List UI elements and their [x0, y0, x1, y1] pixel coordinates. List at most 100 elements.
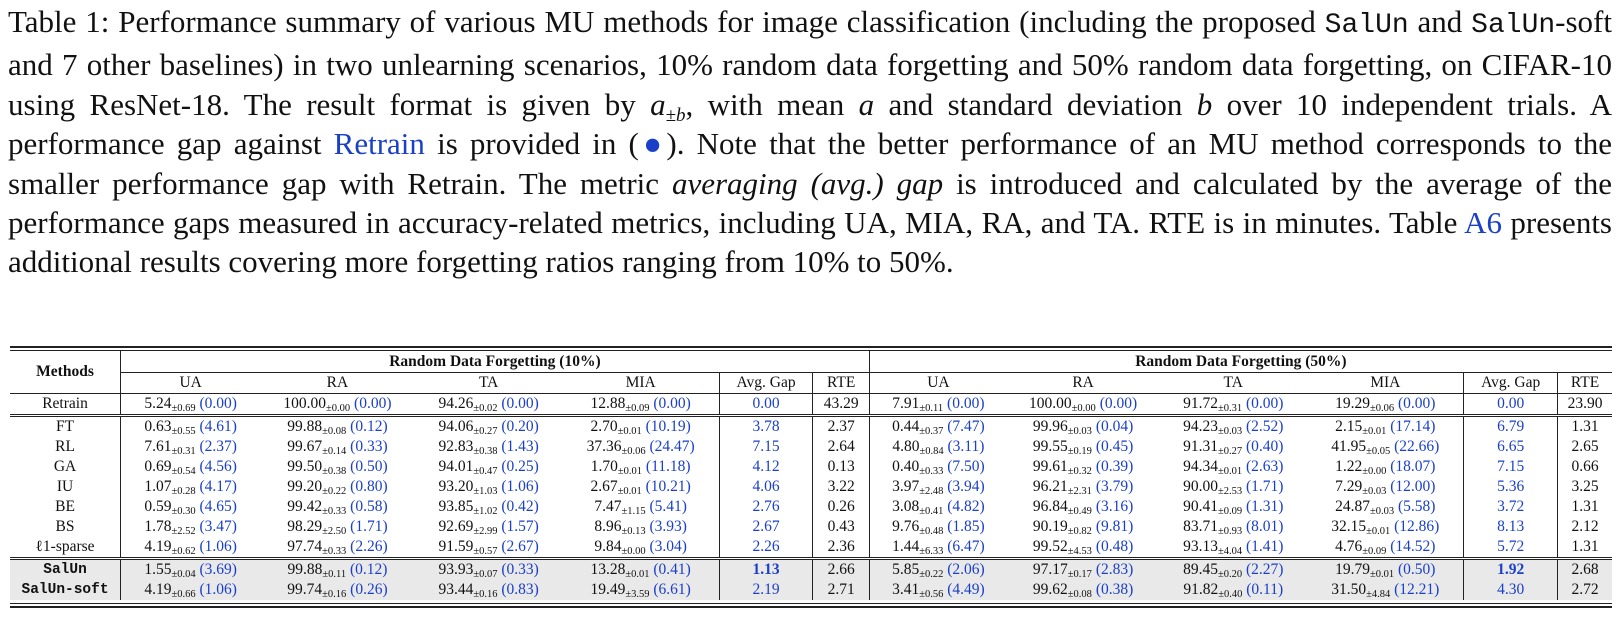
avg-gap-cell: 2.67	[718, 517, 813, 537]
rte-cell: 2.12	[1557, 517, 1612, 537]
metric-mean: 0.44	[892, 418, 920, 435]
metric-gap: (0.33)	[501, 561, 539, 578]
metric-std: ±0.41	[919, 506, 944, 517]
metric-cell: 93.93±0.07 (0.33)	[414, 557, 563, 580]
column-header-row: UA RA TA MIA Avg. Gap RTE UA RA TA MIA Avg. Gap RTE	[10, 372, 1612, 394]
metric-mean: 91.59	[438, 538, 474, 555]
caption-text: ). Note that the better performance of a…	[8, 126, 1612, 201]
metric-mean: 98.29	[287, 518, 323, 535]
table-row: BE 0.59±0.30 (4.65) 99.42±0.33 (0.58) 93.85…	[10, 497, 1612, 517]
methods-header: Methods	[10, 351, 122, 394]
column-header-10-ta: TA	[414, 372, 563, 394]
metric-mean: 0.63	[144, 418, 172, 435]
metric-cell: 4.80±0.84 (3.11)	[868, 437, 1007, 457]
metric-mean: 97.17	[1032, 561, 1068, 578]
metric-mean: 99.74	[287, 581, 323, 598]
retrain-link[interactable]: Retrain	[333, 126, 425, 162]
metric-cell: 99.88±0.08 (0.12)	[260, 414, 415, 437]
metric-cell: 8.96±0.13 (3.93)	[563, 517, 719, 537]
metric-std: ±0.06	[621, 446, 646, 457]
metric-std: ±0.00	[326, 403, 351, 414]
metric-mean: 12.88	[590, 395, 626, 412]
metric-std: ±0.08	[322, 426, 347, 437]
metric-mean: 93.85	[438, 498, 474, 515]
caption-text: is introduced and calculated by the aver…	[8, 165, 1612, 241]
metric-cell: 0.69±0.54 (4.56)	[121, 457, 261, 477]
rte-cell: 2.68	[1557, 557, 1612, 580]
metric-std: ±0.01	[1369, 569, 1395, 580]
metric-cell: 0.40±0.33 (7.50)	[868, 457, 1007, 477]
metric-std: ±4.04	[1217, 546, 1243, 557]
metric-cell: 96.21±2.31 (3.79)	[1007, 477, 1159, 497]
metric-cell: 7.47±1.15 (5.41)	[563, 497, 719, 517]
column-header-50-ta: TA	[1159, 372, 1308, 394]
metric-cell: 94.23±0.03 (2.52)	[1159, 414, 1308, 437]
caption-text: and standard deviation	[874, 86, 1197, 122]
metric-std: ±0.27	[1217, 446, 1243, 457]
metric-mean: 1.70	[590, 458, 618, 475]
metric-cell: 7.61±0.31 (2.37)	[121, 437, 261, 457]
metric-mean: 94.26	[438, 395, 474, 412]
column-header-50-ua: UA	[868, 372, 1007, 394]
metric-mean: 94.23	[1183, 418, 1218, 435]
metric-cell: 99.55±0.19 (0.45)	[1007, 437, 1159, 457]
metric-mean: 99.88	[287, 418, 323, 435]
metric-mean: 7.47	[594, 498, 622, 515]
metric-cell: 37.36±0.06 (24.47)	[563, 437, 719, 457]
metric-cell: 99.20±0.22 (0.80)	[260, 477, 414, 497]
metric-gap: (1.06)	[199, 538, 237, 555]
metric-cell: 2.67±0.01 (10.21)	[563, 477, 719, 497]
metric-std: ±0.22	[322, 486, 347, 497]
metric-mean: 92.83	[438, 438, 474, 455]
rte-cell: 0.66	[1557, 457, 1612, 477]
avg-gap-cell: 4.06	[718, 477, 813, 497]
metric-mean: 24.87	[1335, 498, 1370, 515]
rte-cell: 3.25	[1557, 477, 1612, 497]
metric-std: ±0.09	[1217, 506, 1243, 517]
metric-gap: (0.50)	[350, 458, 388, 475]
metric-cell: 99.67±0.14 (0.33)	[260, 437, 414, 457]
metric-mean: 89.45	[1183, 561, 1218, 578]
metric-gap: (17.14)	[1390, 418, 1436, 435]
metric-std: ±0.66	[171, 589, 196, 600]
metric-std: ±4.53	[1067, 546, 1092, 557]
method-name: SalUn-soft	[10, 580, 122, 600]
metric-mean: 41.95	[1331, 438, 1367, 455]
metric-cell: 2.70±0.01 (10.19)	[562, 414, 720, 437]
metric-gap: (0.48)	[1095, 538, 1134, 555]
metric-std: ±0.01	[617, 426, 642, 437]
metric-mean: 9.84	[594, 538, 622, 555]
metric-gap: (0.12)	[350, 418, 388, 435]
table-a6-link[interactable]: A6	[1464, 205, 1502, 241]
metric-gap: (5.41)	[649, 498, 687, 515]
metric-mean: 83.71	[1183, 518, 1218, 535]
metric-gap: (12.21)	[1394, 581, 1440, 598]
metric-std: ±0.19	[1067, 446, 1092, 457]
metric-mean: 1.78	[144, 518, 172, 535]
metric-gap: (0.00)	[653, 395, 691, 412]
metric-cell: 0.44±0.37 (7.47)	[868, 414, 1007, 437]
metric-std: ±6.33	[919, 546, 944, 557]
column-header-50-rte: RTE	[1557, 372, 1612, 394]
metric-mean: 91.72	[1183, 395, 1218, 412]
metric-gap: (0.42)	[501, 498, 539, 515]
metric-cell: 7.29±0.03 (12.00)	[1307, 477, 1463, 497]
rte-cell: 2.36	[812, 537, 870, 559]
metric-mean: 93.44	[438, 581, 474, 598]
metric-gap: (1.71)	[1245, 478, 1284, 495]
metric-cell: 2.15±0.01 (17.14)	[1307, 414, 1464, 437]
metric-mean: 94.34	[1183, 458, 1218, 475]
metric-mean: 99.88	[287, 561, 323, 578]
metric-std: ±0.27	[473, 426, 498, 437]
rte-cell: 1.31	[1557, 537, 1612, 559]
metric-cell: 7.91±0.11 (0.00)	[868, 393, 1007, 416]
metric-std: ±0.01	[617, 486, 642, 497]
metric-gap: (0.12)	[349, 561, 388, 578]
metric-mean: 19.79	[1335, 561, 1370, 578]
caption-text: and	[1408, 4, 1472, 39]
metric-std: ±0.01	[1366, 526, 1391, 537]
metric-mean: 99.62	[1032, 581, 1068, 598]
rte-cell: 1.31	[1557, 497, 1612, 517]
metric-gap: (2.52)	[1245, 418, 1284, 435]
metric-cell: 1.70±0.01 (11.18)	[563, 457, 719, 477]
